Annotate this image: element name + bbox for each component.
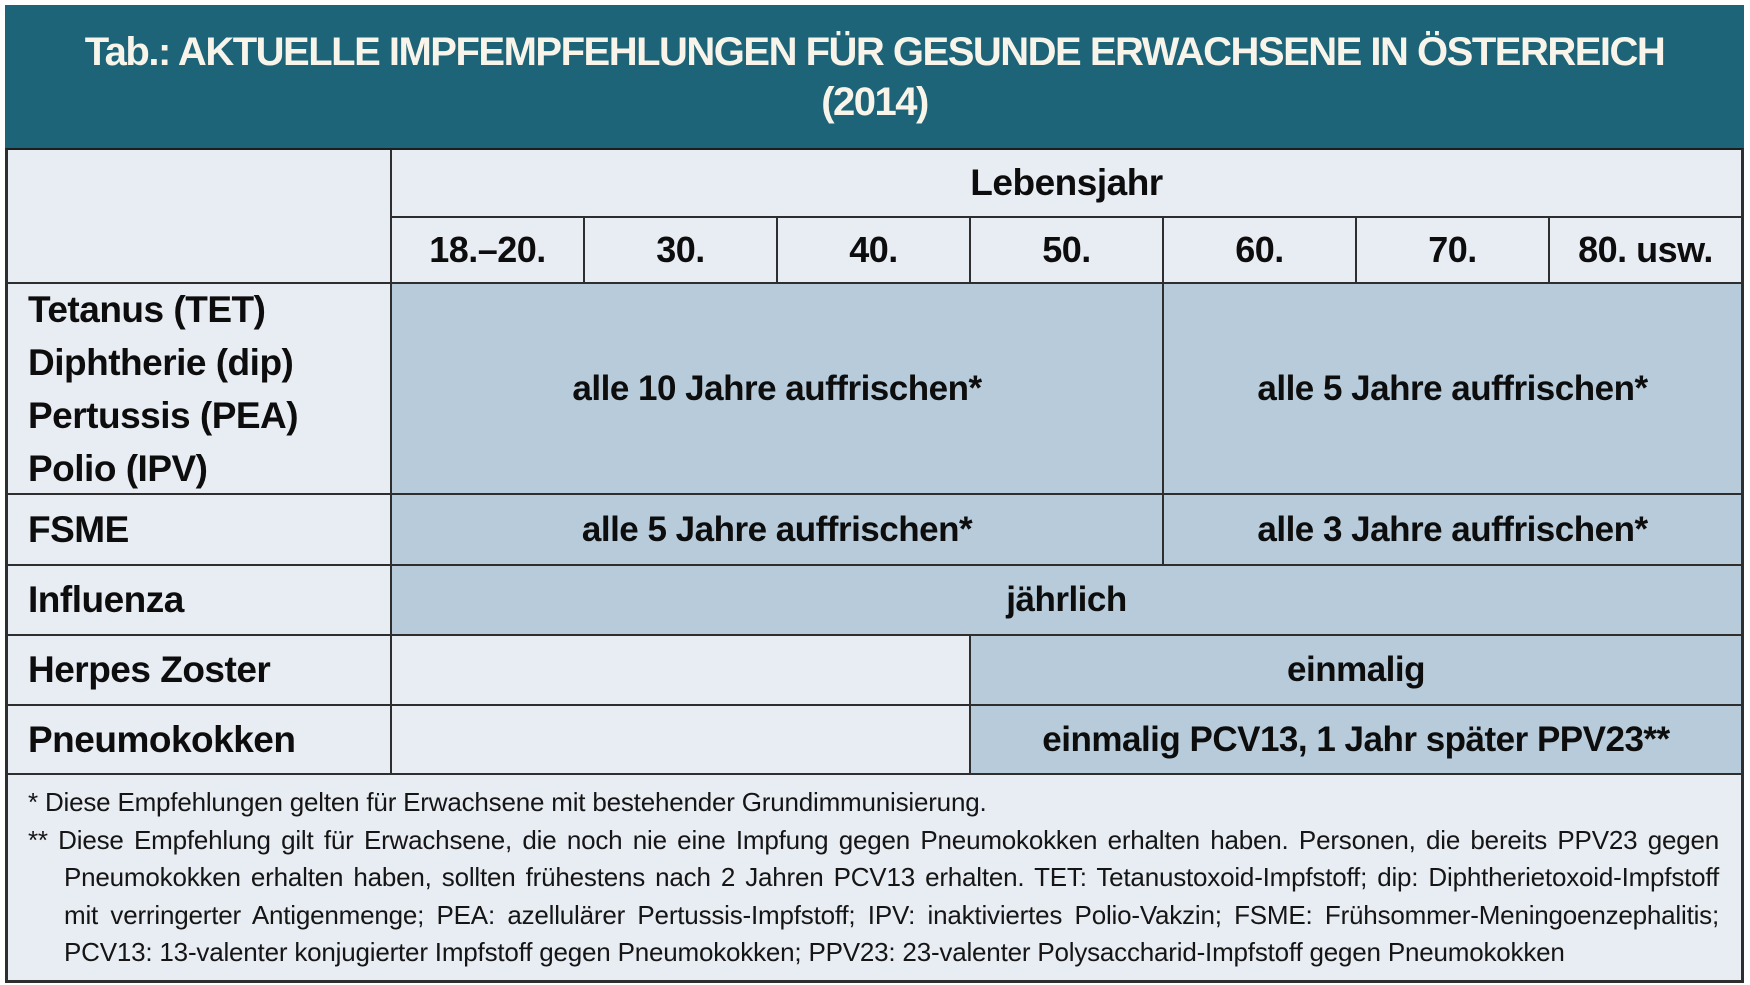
row-label-line-diphtherie: Diphtherie (dip) xyxy=(28,341,294,383)
row-label-influenza: Influenza xyxy=(8,566,390,634)
row-label-tetanus-diphtherie-pertussis-polio: Tetanus (TET) Diphtherie (dip) Pertussis… xyxy=(8,284,390,493)
age-header-40: 40. xyxy=(778,218,969,282)
row-label-pneumokokken: Pneumokokken xyxy=(8,706,390,773)
cell-influenza-all-ages: jährlich xyxy=(392,566,1741,634)
age-header-60: 60. xyxy=(1164,218,1355,282)
age-header-30: 30. xyxy=(585,218,776,282)
corner-header-cell xyxy=(8,150,390,282)
cell-pneumokokken-empty-18-to-40 xyxy=(392,706,969,773)
age-header-18-20: 18.–20. xyxy=(392,218,583,282)
figure-title-line1: Tab.: AKTUELLE IMPFEMPFEHLUNGEN FÜR GESU… xyxy=(84,29,1666,74)
vaccination-table: Lebensjahr 18.–20. 30. 40. 50. 60. 70. 8… xyxy=(8,150,1741,773)
footnotes: * Diese Empfehlungen gelten für Erwachse… xyxy=(8,773,1741,980)
age-header-50: 50. xyxy=(971,218,1162,282)
row-label-line-polio: Polio (IPV) xyxy=(28,447,208,489)
cell-fsme-18-to-50: alle 5 Jahre auffrischen* xyxy=(392,495,1162,564)
footnote-asterisk: * Diese Empfehlungen gelten für Erwachse… xyxy=(28,787,987,817)
footnote-double-asterisk: ** Diese Empfehlung gilt für Erwachsene,… xyxy=(28,824,1719,968)
table-board: Lebensjahr 18.–20. 30. 40. 50. 60. 70. 8… xyxy=(5,148,1744,983)
age-header-70: 70. xyxy=(1357,218,1548,282)
cell-herpes-zoster-empty-18-to-40 xyxy=(392,636,969,704)
cell-tetanus-group-60-to-80: alle 5 Jahre auffrischen* xyxy=(1164,284,1741,493)
cell-tetanus-group-18-to-50: alle 10 Jahre auffrischen* xyxy=(392,284,1162,493)
cell-herpes-zoster-50-to-80: einmalig xyxy=(971,636,1741,704)
row-label-fsme: FSME xyxy=(8,495,390,564)
age-header-80-usw: 80. usw. xyxy=(1550,218,1741,282)
row-label-line-pertussis: Pertussis (PEA) xyxy=(28,394,299,436)
cell-pneumokokken-50-to-80: einmalig PCV13, 1 Jahr später PPV23** xyxy=(971,706,1741,773)
figure-title-line2: (2014) xyxy=(821,79,929,124)
row-label-herpes-zoster: Herpes Zoster xyxy=(8,636,390,704)
cell-fsme-60-to-80: alle 3 Jahre auffrischen* xyxy=(1164,495,1741,564)
figure-title-bar: Tab.: AKTUELLE IMPFEMPFEHLUNGEN FÜR GESU… xyxy=(5,5,1744,148)
row-label-line-tetanus: Tetanus (TET) xyxy=(28,288,266,330)
column-group-header-lebensjahr: Lebensjahr xyxy=(392,150,1741,216)
